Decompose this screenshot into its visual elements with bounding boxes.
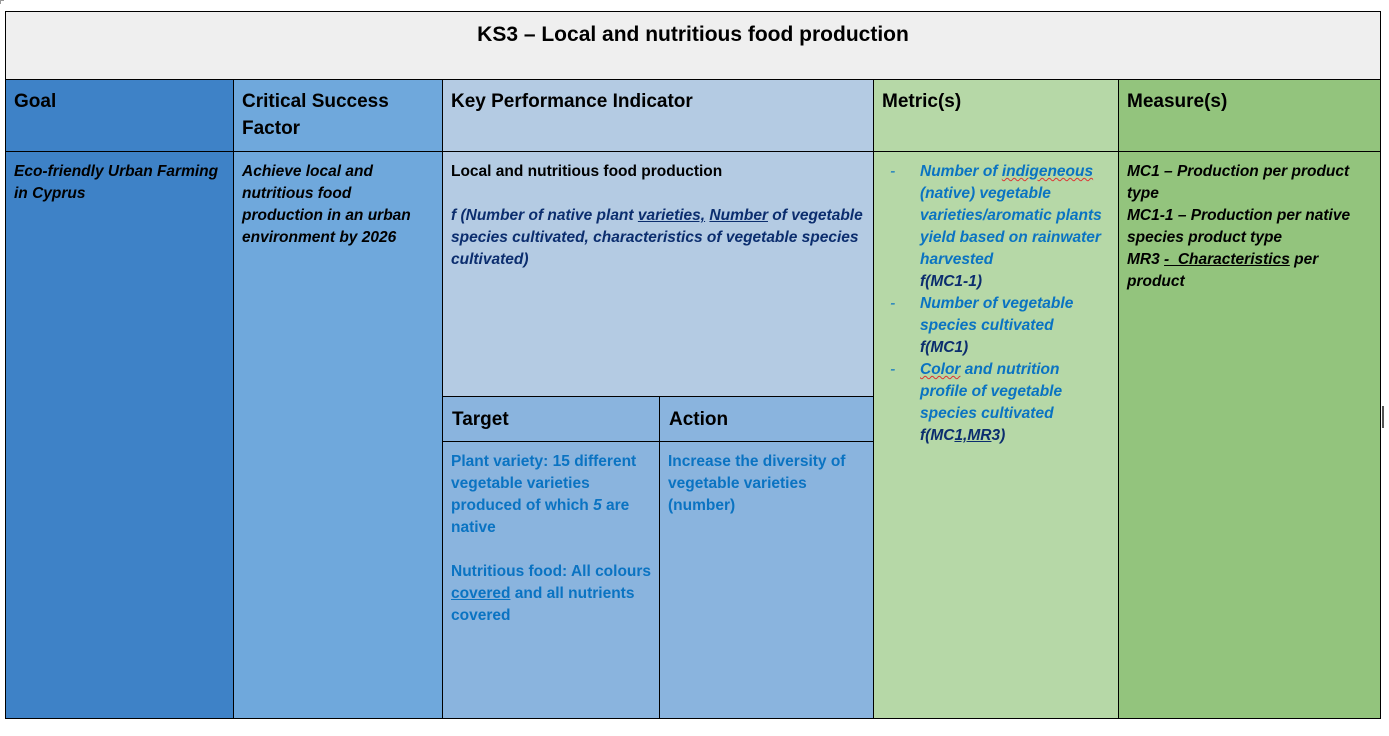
target-line2-pre: Nutritious food: All colours	[451, 563, 652, 580]
kpi-formula-number: Number	[709, 207, 768, 224]
goal-header: Goal	[6, 80, 233, 152]
metric-3-fn-pre: f(MC	[920, 427, 955, 444]
csf-header: Critical Success Factor	[234, 80, 442, 152]
metric-3-fn-u: 1,MR	[954, 427, 992, 444]
metrics-header: Metric(s)	[874, 80, 1118, 152]
metrics-column: Metric(s) - Number of indigeneous (nativ…	[873, 79, 1119, 719]
metric-dash-2: -	[890, 295, 896, 312]
metric-dash-3: -	[890, 361, 896, 378]
measure-mr3-characteristics: - Characteristics	[1164, 251, 1290, 268]
csf-column: Critical Success Factor Achieve local an…	[233, 79, 443, 719]
target-header: Target	[443, 397, 660, 442]
measures-column: Measure(s) MC1 – Production per product …	[1118, 79, 1381, 719]
metric-3-post: and nutrition profile of vegetable speci…	[920, 361, 1063, 422]
target-line1-post: are native	[451, 497, 630, 536]
target-line1-pre: Plant variety: 15 different vegetable va…	[451, 453, 637, 514]
target-line1-num: 5	[593, 497, 602, 514]
text-cursor-mark	[1382, 406, 1384, 428]
metric-2-function: f(MC1)	[920, 339, 969, 356]
table-title: KS3 – Local and nutritious food producti…	[5, 11, 1381, 79]
metric-item-2: - Number of vegetable species cultivated…	[882, 293, 1110, 359]
metrics-body: - Number of indigeneous (native) vegetab…	[874, 152, 1118, 718]
metric-1-pre: Number of	[920, 163, 1002, 180]
goal-text: Eco-friendly Urban Farming in Cyprus	[14, 163, 219, 202]
measures-header: Measure(s)	[1119, 80, 1380, 152]
metric-1-function: f(MC1-1)	[920, 273, 982, 290]
metric-3-fn-post: 3)	[991, 427, 1006, 444]
kpi-body: Local and nutritious food production f (…	[443, 152, 873, 718]
measure-mr3-pre: MR3	[1127, 251, 1165, 268]
measure-mc1-1: MC1-1 – Production per native species pr…	[1127, 207, 1351, 246]
metric-3-color: Color	[920, 361, 961, 378]
metric-1-indigeneous: indigeneous	[1001, 163, 1094, 180]
measure-mr3-post: per product	[1127, 251, 1319, 290]
measure-mc1: MC1 – Production per product type	[1127, 163, 1350, 202]
csf-text: Achieve local and nutritious food produc…	[242, 163, 411, 246]
metric-2-text: Number of vegetable species cultivated	[920, 295, 1074, 334]
kpi-formula-prefix: f (Number of native plant	[451, 207, 638, 224]
action-header: Action	[659, 397, 873, 442]
measure-mr3: MR3 - Characteristics per product	[1127, 249, 1372, 293]
metric-item-3: - Color and nutrition profile of vegetab…	[882, 359, 1110, 447]
target-line2-post: and all nutrients covered	[451, 585, 635, 624]
metrics-list: - Number of indigeneous (native) vegetab…	[882, 161, 1110, 447]
target-text: Plant variety: 15 different vegetable va…	[443, 442, 660, 718]
corner-mark	[0, 0, 4, 4]
kpi-formula-suffix: of vegetable species cultivated, charact…	[451, 207, 863, 268]
kpi-formula: f (Number of native plant varieties, Num…	[451, 205, 865, 271]
target-action-table: Target Action Plant variety: 15 differen…	[442, 396, 874, 719]
target-line2-covered: covered	[451, 585, 511, 602]
measures-body: MC1 – Production per product type MC1-1 …	[1119, 152, 1380, 718]
kpi-name: Local and nutritious food production	[451, 163, 723, 180]
kpi-formula-varieties: varieties,	[637, 207, 706, 224]
metric-item-1: - Number of indigeneous (native) vegetab…	[882, 161, 1110, 293]
goal-column: Goal Eco-friendly Urban Farming in Cypru…	[5, 79, 234, 719]
metric-dash-1: -	[890, 163, 896, 180]
target-nutritious-food: Nutritious food: All colours covered and…	[451, 561, 654, 627]
action-text: Increase the diversity of vegetable vari…	[659, 442, 873, 718]
metric-3-function: f(MC1,MR3)	[920, 425, 1110, 447]
kpi-header: Key Performance Indicator	[443, 80, 873, 152]
target-plant-variety: Plant variety: 15 different vegetable va…	[451, 451, 654, 539]
metric-1-post: (native) vegetable varieties/aromatic pl…	[920, 185, 1102, 268]
